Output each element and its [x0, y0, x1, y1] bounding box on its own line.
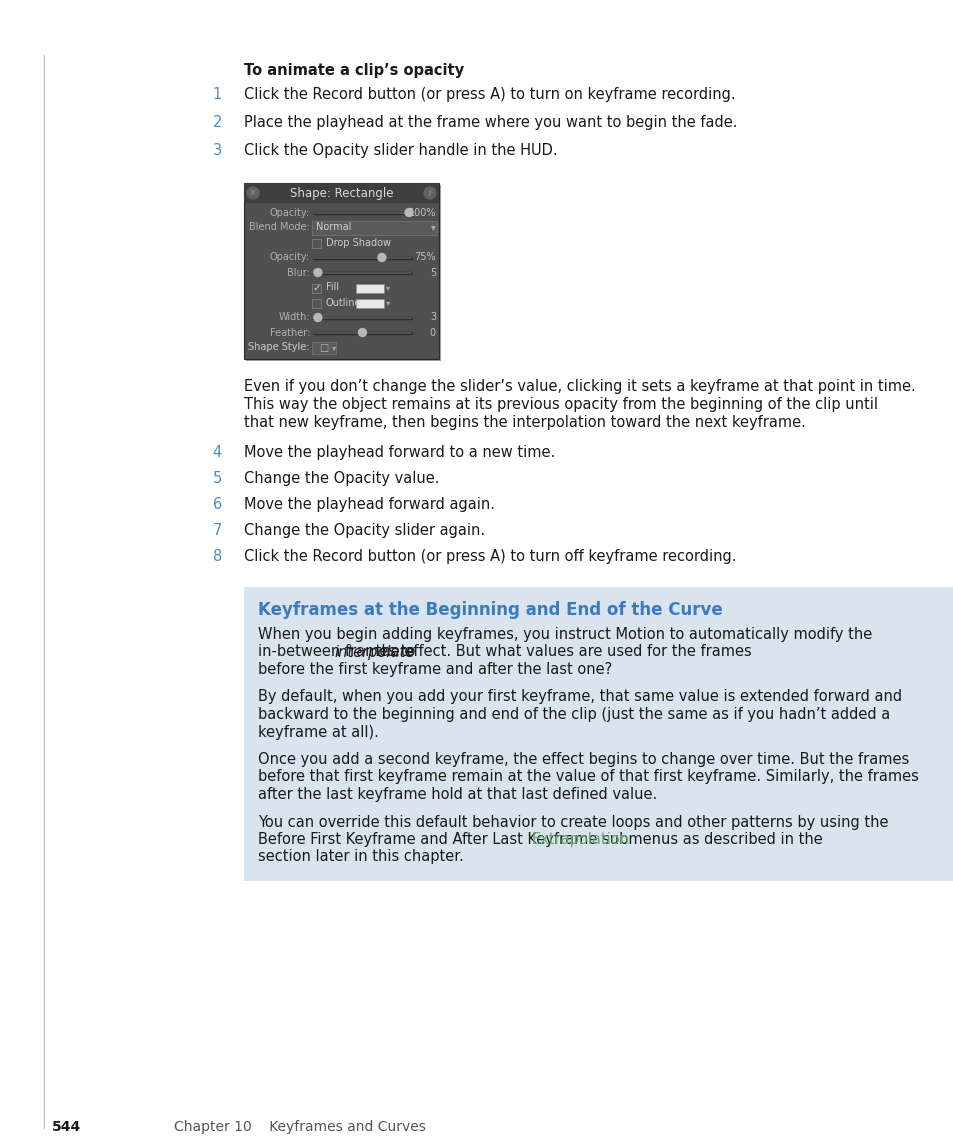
- Text: 75%: 75%: [414, 253, 436, 262]
- Text: 1: 1: [213, 87, 222, 102]
- Text: before that first keyframe remain at the value of that first keyframe. Similarly: before that first keyframe remain at the…: [257, 769, 918, 784]
- Text: Before First Keyframe and After Last Keyframe submenus as described in the: Before First Keyframe and After Last Key…: [257, 832, 826, 847]
- Text: 100%: 100%: [408, 207, 436, 218]
- Bar: [312, 341, 335, 354]
- Text: Opacity:: Opacity:: [270, 207, 310, 218]
- Text: When you begin adding keyframes, you instruct Motion to automatically modify the: When you begin adding keyframes, you ins…: [257, 627, 871, 642]
- Text: Extrapolation: Extrapolation: [531, 832, 629, 847]
- Circle shape: [247, 187, 258, 199]
- Text: Place the playhead at the frame where you want to begin the fade.: Place the playhead at the frame where yo…: [244, 114, 737, 131]
- Text: interpolate: interpolate: [335, 645, 415, 660]
- Text: Change the Opacity slider again.: Change the Opacity slider again.: [244, 523, 485, 538]
- Text: that new keyframe, then begins the interpolation toward the next keyframe.: that new keyframe, then begins the inter…: [244, 414, 805, 431]
- Text: 4: 4: [213, 445, 222, 460]
- Text: 0: 0: [430, 327, 436, 338]
- Text: Outline: Outline: [326, 298, 361, 308]
- Text: □: □: [319, 342, 328, 353]
- Text: Blur:: Blur:: [287, 268, 310, 277]
- Text: 6: 6: [213, 497, 222, 512]
- Bar: [355, 299, 384, 308]
- Text: ×: ×: [249, 189, 256, 197]
- Circle shape: [314, 268, 321, 276]
- Text: Normal: Normal: [315, 222, 351, 232]
- Text: Width:: Width:: [278, 313, 310, 323]
- Text: in-between frames to: in-between frames to: [257, 645, 419, 660]
- Bar: [244, 183, 438, 203]
- Bar: [244, 587, 953, 881]
- Text: Shape Style:: Shape Style:: [248, 342, 310, 353]
- Text: 3: 3: [213, 143, 222, 158]
- Text: By default, when you add your first keyframe, that same value is extended forwar: By default, when you add your first keyf…: [257, 689, 902, 704]
- Text: You can override this default behavior to create loops and other patterns by usi: You can override this default behavior t…: [257, 814, 887, 829]
- Bar: [355, 284, 384, 292]
- Circle shape: [405, 208, 413, 216]
- Text: ▾: ▾: [385, 283, 390, 292]
- Bar: [244, 183, 438, 360]
- Text: 5: 5: [213, 471, 222, 485]
- Bar: [312, 299, 320, 308]
- Text: Move the playhead forward to a new time.: Move the playhead forward to a new time.: [244, 445, 555, 460]
- Bar: [312, 284, 320, 292]
- Text: ▾: ▾: [430, 222, 435, 232]
- Text: Click the Record button (or press A) to turn off keyframe recording.: Click the Record button (or press A) to …: [244, 548, 736, 564]
- Text: This way the object remains at its previous opacity from the beginning of the cl: This way the object remains at its previ…: [244, 397, 877, 412]
- Text: Opacity:: Opacity:: [270, 253, 310, 262]
- Circle shape: [358, 329, 366, 337]
- Text: 7: 7: [213, 523, 222, 538]
- Circle shape: [314, 314, 321, 322]
- Text: Fill: Fill: [326, 283, 338, 292]
- Text: ✓: ✓: [312, 283, 320, 292]
- Text: keyframe at all).: keyframe at all).: [257, 725, 378, 740]
- Bar: [246, 185, 440, 361]
- Text: Change the Opacity value.: Change the Opacity value.: [244, 471, 439, 485]
- Text: before the first keyframe and after the last one?: before the first keyframe and after the …: [257, 662, 612, 677]
- Text: 5: 5: [429, 268, 436, 277]
- Text: Keyframes at the Beginning and End of the Curve: Keyframes at the Beginning and End of th…: [257, 601, 722, 619]
- Text: 8: 8: [213, 548, 222, 564]
- Text: Blend Mode:: Blend Mode:: [249, 222, 310, 232]
- Text: after the last keyframe hold at that last defined value.: after the last keyframe hold at that las…: [257, 787, 657, 801]
- Bar: [312, 221, 436, 235]
- Text: ▾: ▾: [332, 344, 335, 352]
- Bar: [312, 238, 320, 247]
- Text: 3: 3: [430, 313, 436, 323]
- Text: Click the Opacity slider handle in the HUD.: Click the Opacity slider handle in the H…: [244, 143, 558, 158]
- Text: Once you add a second keyframe, the effect begins to change over time. But the f: Once you add a second keyframe, the effe…: [257, 752, 908, 767]
- Text: Even if you don’t change the slider’s value, clicking it sets a keyframe at that: Even if you don’t change the slider’s va…: [244, 379, 915, 394]
- Text: i: i: [428, 189, 431, 197]
- Text: Feather:: Feather:: [270, 327, 310, 338]
- Text: Shape: Rectangle: Shape: Rectangle: [290, 187, 393, 199]
- Text: Click the Record button (or press A) to turn on keyframe recording.: Click the Record button (or press A) to …: [244, 87, 735, 102]
- Circle shape: [377, 253, 386, 261]
- Text: To animate a clip’s opacity: To animate a clip’s opacity: [244, 63, 464, 78]
- Text: 544: 544: [52, 1120, 81, 1134]
- Text: section later in this chapter.: section later in this chapter.: [257, 850, 463, 864]
- Text: the effect. But what values are used for the frames: the effect. But what values are used for…: [371, 645, 751, 660]
- Text: ▾: ▾: [385, 298, 390, 307]
- Text: Chapter 10    Keyframes and Curves: Chapter 10 Keyframes and Curves: [173, 1120, 425, 1134]
- Circle shape: [423, 187, 436, 199]
- Text: Shape Style:: Shape Style:: [248, 342, 310, 353]
- Text: Drop Shadow: Drop Shadow: [326, 237, 391, 247]
- Text: Move the playhead forward again.: Move the playhead forward again.: [244, 497, 495, 512]
- Text: backward to the beginning and end of the clip (just the same as if you hadn’t ad: backward to the beginning and end of the…: [257, 706, 889, 722]
- Text: 2: 2: [213, 114, 222, 131]
